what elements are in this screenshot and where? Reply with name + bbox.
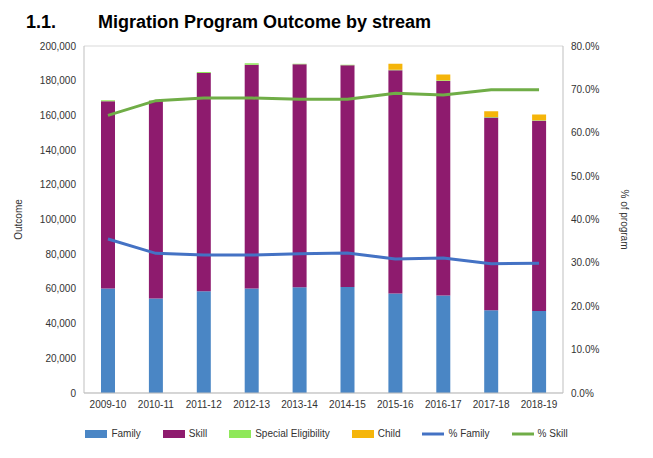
- svg-text:2009-10: 2009-10: [90, 399, 127, 410]
- html-text:Migration Program Outcome by s: Migration Program Outcome by stream: [98, 11, 432, 32]
- html-text:Child: Child: [377, 428, 401, 439]
- html-text:Skill: Skill: [188, 428, 208, 439]
- html-text:1.1.: 1.1.: [26, 11, 56, 32]
- html-text:Family: Family: [111, 428, 141, 439]
- svg-text:Outcome: Outcome: [13, 199, 24, 240]
- svg-text:40,000: 40,000: [45, 318, 76, 329]
- svg-text:2018-19: 2018-19: [521, 399, 558, 410]
- svg-text:0: 0: [70, 388, 76, 399]
- svg-text:70.0%: 70.0%: [571, 84, 599, 95]
- svg-text:160,000: 160,000: [40, 110, 77, 121]
- svg-text:200,000: 200,000: [40, 41, 77, 52]
- svg-text:40.0%: 40.0%: [571, 214, 599, 225]
- svg-text:2012-13: 2012-13: [233, 399, 270, 410]
- svg-text:2010-11: 2010-11: [138, 399, 174, 410]
- svg-text:80.0%: 80.0%: [571, 41, 599, 52]
- svg-text:2016-17: 2016-17: [425, 399, 462, 410]
- svg-text:100,000: 100,000: [40, 214, 77, 225]
- svg-text:60,000: 60,000: [45, 283, 76, 294]
- svg-text:2011-12: 2011-12: [186, 399, 222, 410]
- html-text:% Skill: % Skill: [537, 428, 568, 439]
- svg-text:30.0%: 30.0%: [571, 257, 599, 268]
- svg-text:2015-16: 2015-16: [377, 399, 414, 410]
- html-text:% Family: % Family: [448, 428, 490, 439]
- svg-text:120,000: 120,000: [40, 179, 77, 190]
- svg-text:80,000: 80,000: [45, 249, 76, 260]
- svg-text:20.0%: 20.0%: [571, 301, 599, 312]
- svg-text:0.0%: 0.0%: [571, 388, 594, 399]
- svg-text:60.0%: 60.0%: [571, 127, 599, 138]
- svg-text:2014-15: 2014-15: [329, 399, 366, 410]
- svg-text:20,000: 20,000: [45, 353, 76, 364]
- html-text:Special Eligibility: Special Eligibility: [255, 428, 330, 439]
- svg-text:140,000: 140,000: [40, 145, 77, 156]
- svg-text:% of program: % of program: [619, 189, 630, 249]
- svg-text:50.0%: 50.0%: [571, 171, 599, 182]
- svg-text:180,000: 180,000: [40, 75, 77, 86]
- svg-text:2013-14: 2013-14: [281, 399, 318, 410]
- svg-text:2017-18: 2017-18: [473, 399, 510, 410]
- svg-text:10.0%: 10.0%: [571, 344, 599, 355]
